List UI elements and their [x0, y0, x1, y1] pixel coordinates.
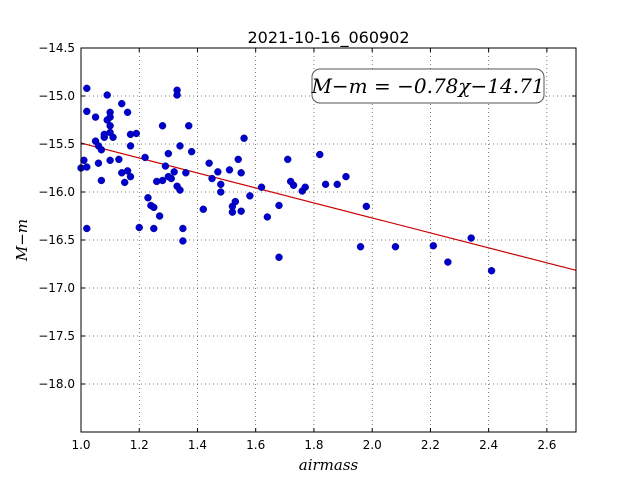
data-point	[199, 205, 207, 213]
data-point	[106, 122, 114, 130]
data-point	[263, 213, 272, 221]
data-point	[83, 107, 91, 116]
data-point	[342, 172, 350, 181]
x-axis-label: airmass	[299, 456, 359, 474]
data-point	[316, 150, 324, 159]
y-axis-label: M−m	[13, 219, 31, 262]
data-point	[217, 180, 225, 189]
data-point	[126, 172, 135, 181]
data-point	[240, 134, 248, 142]
data-point	[231, 197, 240, 206]
data-point	[155, 212, 164, 220]
data-point	[120, 178, 129, 187]
data-points	[77, 84, 496, 275]
data-point	[237, 169, 245, 177]
x-tick-label: 1.2	[130, 438, 149, 452]
x-tick-label: 2.2	[421, 438, 440, 452]
data-point	[83, 84, 91, 93]
data-point	[150, 224, 158, 233]
data-point	[301, 183, 309, 191]
data-point	[234, 155, 242, 164]
y-tick-label: −14.5	[38, 41, 75, 55]
y-tick-label: −15.0	[38, 89, 75, 103]
data-point	[91, 113, 100, 121]
x-tick-label: 1.6	[246, 438, 265, 452]
data-point	[444, 258, 452, 266]
data-point	[214, 168, 222, 176]
data-point	[182, 169, 190, 177]
data-point	[80, 156, 88, 165]
data-point	[126, 142, 135, 150]
y-tick-label: −17.5	[38, 329, 75, 343]
data-point	[164, 149, 173, 158]
data-point	[275, 201, 283, 210]
data-point	[83, 163, 91, 171]
data-point	[118, 99, 126, 108]
data-point	[167, 174, 175, 183]
data-point	[173, 91, 181, 99]
data-point	[208, 174, 216, 183]
data-point	[237, 207, 245, 215]
data-point	[467, 234, 475, 242]
data-point	[176, 142, 184, 150]
x-tick-label: 1.8	[304, 438, 323, 452]
data-point	[150, 203, 158, 212]
data-point	[106, 113, 114, 121]
data-point	[487, 267, 496, 275]
data-point	[132, 129, 141, 138]
data-point	[187, 147, 196, 156]
data-point	[356, 243, 365, 251]
data-point	[115, 155, 123, 164]
chart-title: 2021-10-16_060902	[247, 28, 409, 48]
data-point	[284, 155, 292, 164]
data-point	[94, 159, 103, 167]
y-tick-label: −18.0	[38, 377, 75, 391]
data-point	[144, 194, 152, 202]
axis-ticks: 1.0 1.2 1.4 1.6 1.8 2.0 2.2 2.4 2.6 −14.5 −15.0 −15…	[38, 41, 576, 452]
data-point	[225, 166, 234, 174]
data-point	[161, 162, 170, 170]
data-point	[362, 202, 371, 211]
data-point	[135, 223, 143, 232]
data-point	[106, 156, 114, 165]
data-point	[217, 188, 225, 196]
data-point	[429, 242, 438, 250]
data-point	[103, 91, 111, 99]
x-tick-label: 1.4	[188, 438, 207, 452]
data-point	[289, 181, 298, 189]
data-point	[83, 224, 91, 233]
x-tick-label: 2.0	[363, 438, 382, 452]
y-tick-label: −16.5	[38, 233, 75, 247]
data-point	[275, 253, 283, 261]
x-tick-label: 2.4	[479, 438, 498, 452]
data-point	[97, 176, 106, 185]
data-point	[141, 153, 149, 162]
data-point	[176, 186, 184, 194]
fit-annotation: M−m = −0.78χ−14.71	[310, 68, 545, 104]
data-point	[123, 108, 132, 117]
y-tick-label: −15.5	[38, 137, 75, 151]
data-point	[391, 243, 400, 251]
data-point	[109, 133, 117, 141]
data-point	[97, 146, 106, 154]
x-tick-label: 1.0	[71, 438, 90, 452]
data-point	[179, 224, 187, 233]
data-point	[321, 180, 330, 189]
y-tick-label: −16.0	[38, 185, 75, 199]
data-point	[185, 122, 193, 130]
data-point	[158, 176, 167, 185]
data-point	[257, 183, 266, 191]
data-point	[179, 237, 187, 245]
x-tick-label: 2.6	[537, 438, 556, 452]
data-point	[158, 122, 167, 130]
data-point	[333, 180, 341, 189]
data-point	[170, 168, 178, 176]
data-point	[205, 159, 213, 167]
fit-equation: M−m = −0.78χ−14.71	[310, 74, 544, 98]
data-point	[246, 192, 254, 200]
fit-annotation-box	[311, 68, 545, 104]
y-tick-label: −17.0	[38, 281, 75, 295]
